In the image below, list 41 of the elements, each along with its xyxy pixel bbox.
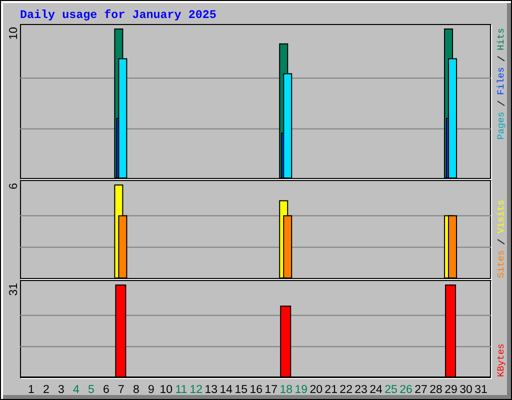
x-tick-label: 5: [88, 384, 94, 396]
text: Hits: [496, 28, 506, 50]
text: Visits: [496, 200, 506, 234]
x-tick-label: 9: [148, 384, 154, 396]
x-tick-label: 2: [43, 384, 50, 396]
x-tick-label: 16: [250, 384, 263, 396]
x-tick-label: 29: [444, 384, 458, 396]
x-tick-label: 27: [414, 384, 428, 396]
text: Sites: [496, 250, 506, 278]
x-tick-label: 30: [460, 384, 472, 396]
x-tick-label: 10: [160, 384, 173, 396]
x-tick-label: 31: [474, 384, 488, 396]
x-tick-label: 17: [264, 384, 278, 396]
text: Files: [496, 67, 506, 95]
x-tick-label: 20: [310, 384, 322, 396]
x-tick-label: 6: [103, 384, 110, 396]
annotation: 6: [8, 183, 20, 190]
x-tick-label: 3: [58, 384, 64, 396]
x-tick-label: 18: [280, 384, 293, 396]
x-tick-label: 24: [370, 384, 384, 396]
x-tick-label: 23: [354, 384, 368, 396]
x-tick-label: 1: [28, 384, 34, 396]
x-tick-label: 13: [204, 384, 218, 396]
x-tick-label: 26: [400, 384, 412, 396]
x-tick-label: 11: [175, 384, 188, 396]
x-tick-label: 22: [340, 384, 352, 396]
annotation: 31: [8, 283, 20, 296]
text: KBytes: [496, 344, 506, 377]
x-tick-label: 15: [234, 384, 248, 396]
x-tick-label: 8: [132, 384, 140, 396]
x-tick-label: 25: [384, 384, 398, 396]
x-tick-label: 4: [73, 384, 80, 396]
x-tick-label: 28: [430, 384, 442, 396]
annotation: 10: [8, 27, 20, 40]
x-tick-label: 7: [118, 384, 124, 396]
x-tick-label: 12: [190, 384, 203, 396]
x-tick-label: 14: [220, 384, 234, 396]
x-tick-label: 19: [294, 384, 308, 396]
x-tick-label: 21: [324, 384, 338, 396]
chart-title: Daily usage for January 2025: [20, 8, 216, 22]
text: Pages: [496, 112, 506, 140]
